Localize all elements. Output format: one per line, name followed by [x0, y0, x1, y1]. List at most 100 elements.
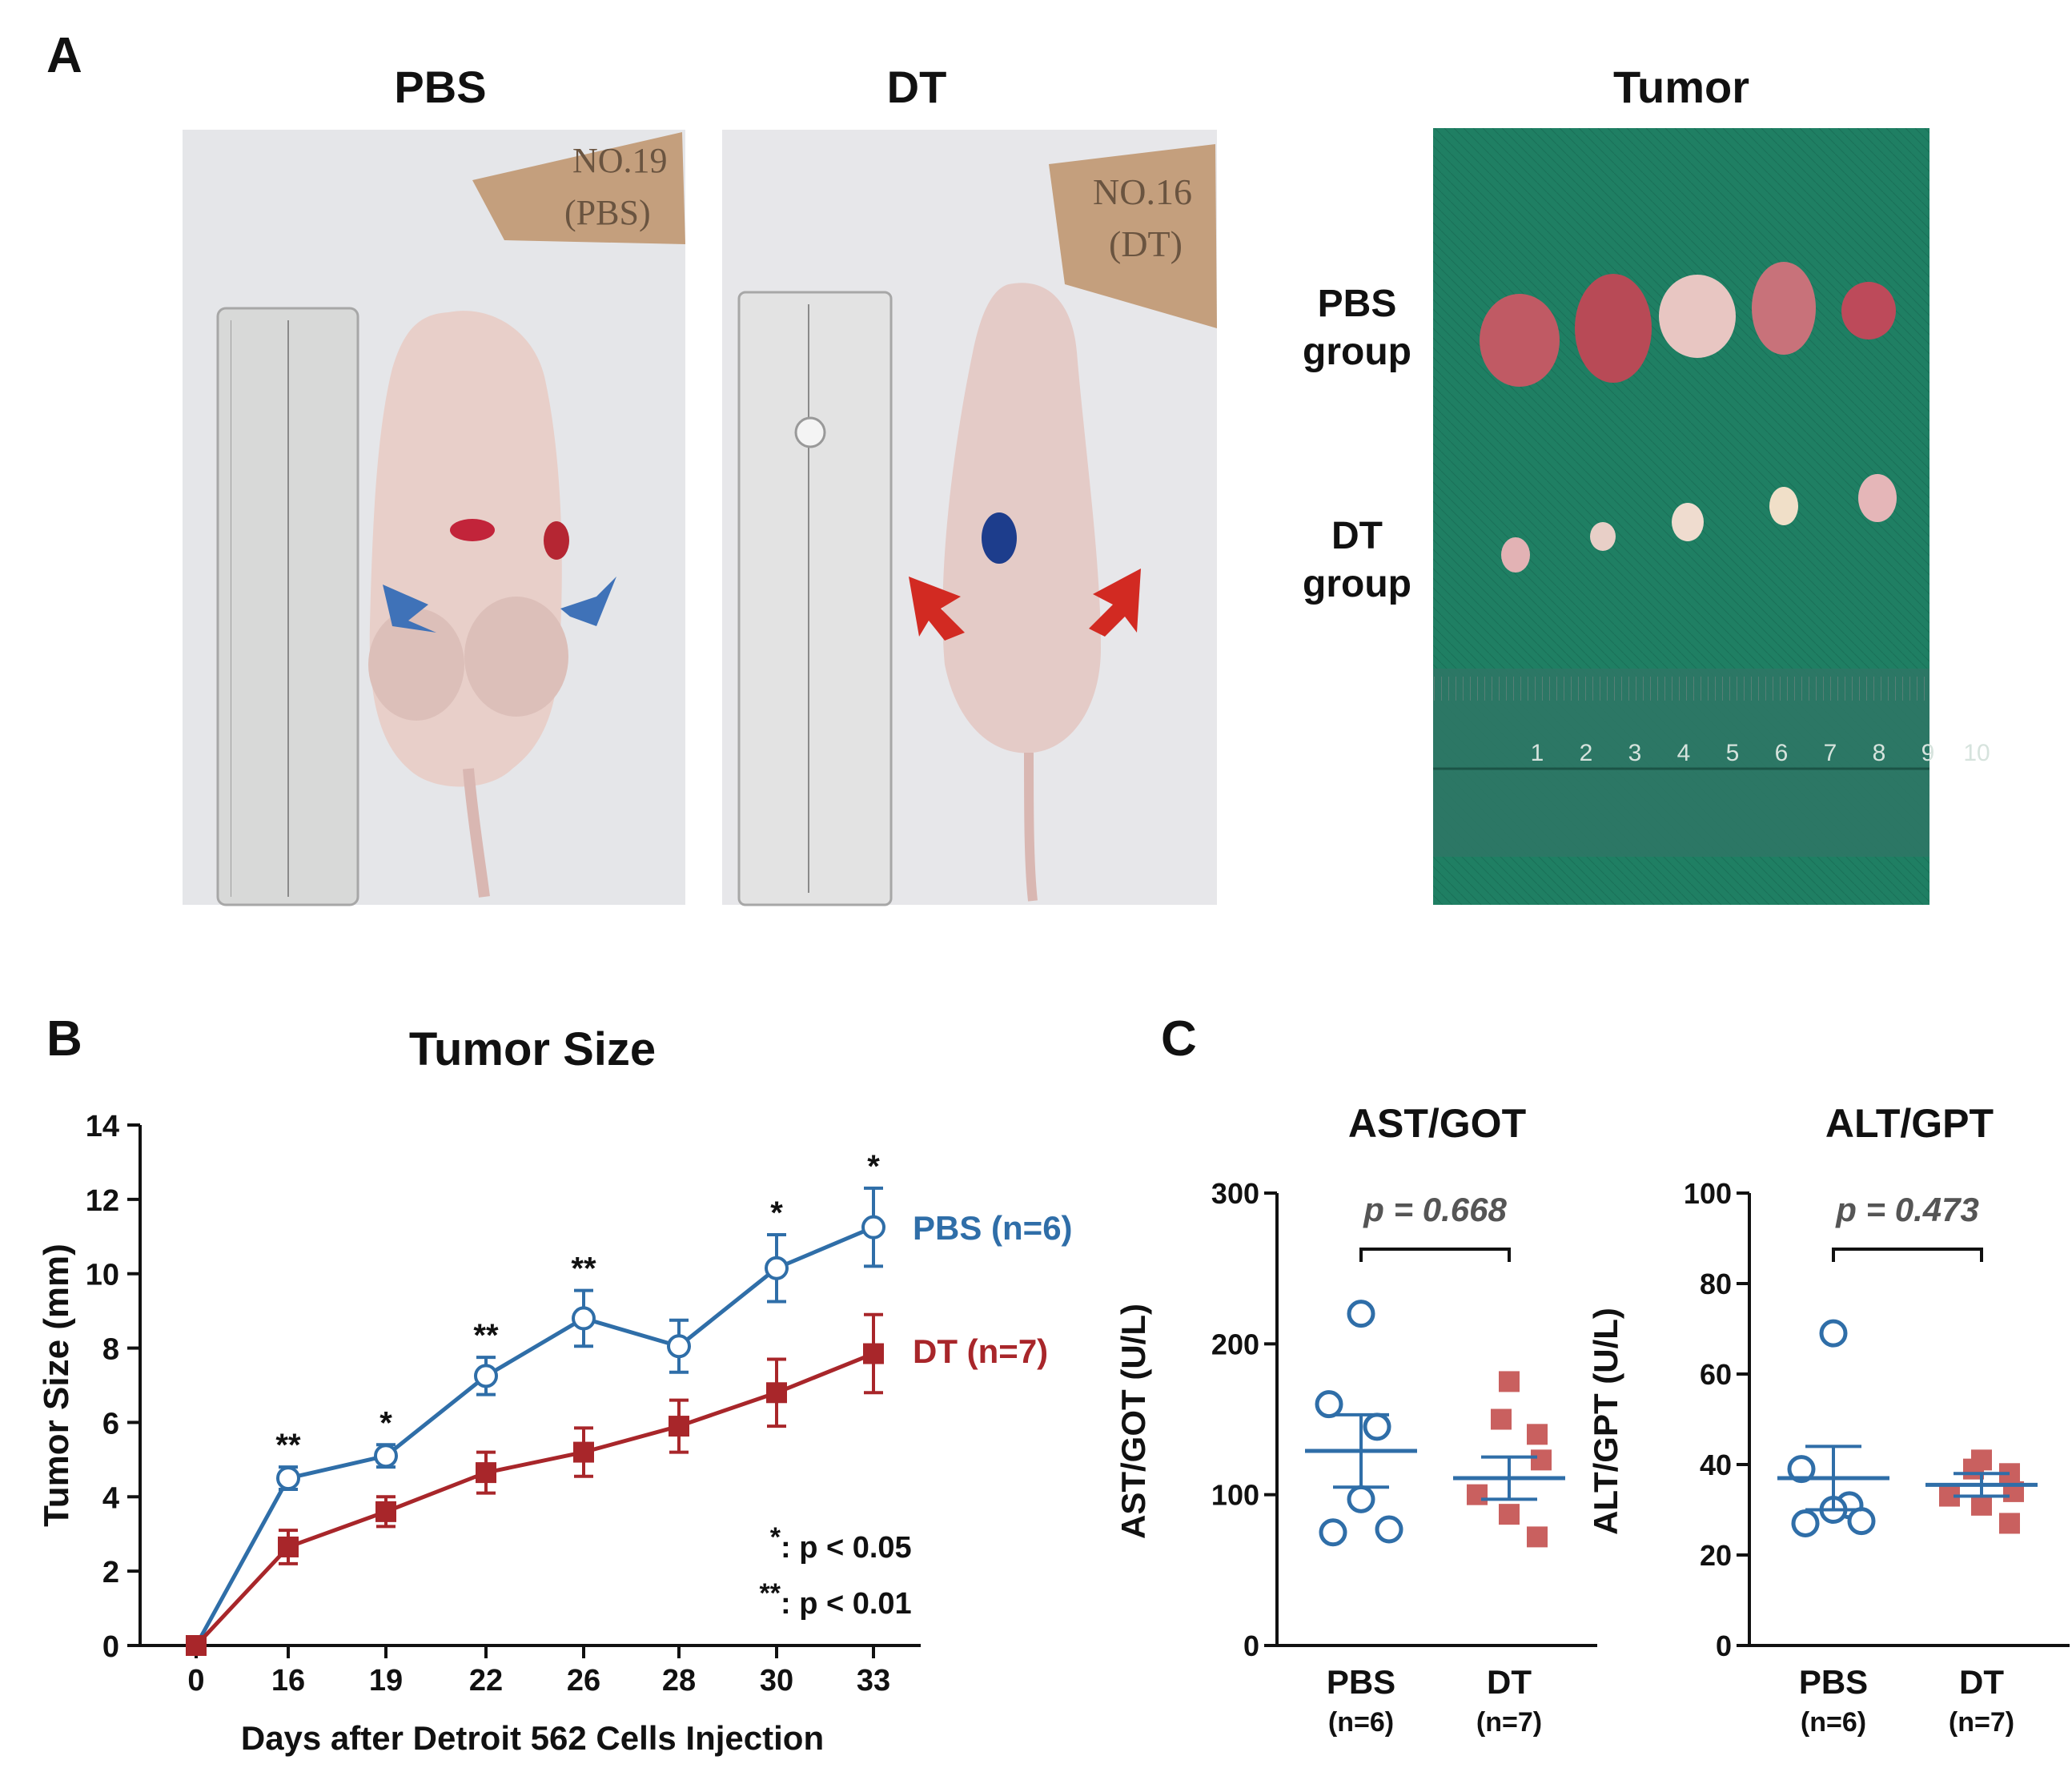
pbs-point	[474, 1364, 498, 1388]
series-line-dt	[195, 1352, 874, 1647]
pbs-point	[1347, 1485, 1375, 1513]
pbs-point	[572, 1306, 596, 1331]
dt-point	[278, 1536, 299, 1557]
pbs-point	[1791, 1509, 1820, 1537]
group-label: PBS	[1327, 1663, 1395, 1701]
y-tick-label: 0	[102, 1630, 119, 1664]
tumor-row-dt-line1: DT	[1331, 515, 1383, 557]
x-tick-label: 16	[271, 1664, 305, 1698]
pbs-point	[861, 1215, 885, 1240]
dt-point	[766, 1382, 787, 1404]
y-tick-label: 6	[102, 1407, 119, 1441]
y-tick-label: 10	[86, 1259, 119, 1292]
y-tick-label: 100	[1211, 1479, 1259, 1512]
dt-point	[1999, 1513, 2020, 1534]
tag-group: (PBS)	[564, 193, 651, 232]
dt-point	[1499, 1504, 1520, 1525]
group-n: (n=6)	[1328, 1707, 1394, 1738]
photo-title-dt: DT	[887, 62, 947, 112]
group-label: DT	[1487, 1663, 1532, 1701]
tag-number: NO.19	[572, 141, 668, 180]
p-value: p = 0.668	[1363, 1191, 1507, 1228]
pbs-point	[1319, 1518, 1347, 1547]
ruler-cm-label: 3	[1628, 740, 1642, 766]
ruler-cm-label: 1	[1531, 740, 1544, 766]
ruler	[737, 291, 893, 906]
y-tick-label: 60	[1700, 1358, 1732, 1391]
ruler	[216, 307, 359, 906]
significance-mark: *	[379, 1405, 392, 1441]
note-stars: *	[770, 1522, 781, 1553]
x-tick-label: 28	[662, 1664, 696, 1698]
dt-point	[1491, 1408, 1512, 1430]
x-tick-label: 26	[567, 1664, 600, 1698]
significance-mark: **	[473, 1318, 499, 1353]
red-arrow-left-icon	[909, 577, 965, 641]
paper-tag	[1049, 144, 1217, 328]
photo-title-tumor: Tumor	[1613, 62, 1749, 112]
chart-title: AST/GOT	[1348, 1101, 1526, 1146]
mouse-body	[909, 283, 1141, 902]
dt-point	[1527, 1526, 1548, 1548]
mouse-body	[368, 311, 616, 898]
significance-mark: *	[867, 1149, 880, 1184]
tumor-row-dt-line2: group	[1303, 563, 1411, 605]
panel-b-label: B	[46, 1011, 82, 1067]
pbs-point	[1847, 1507, 1876, 1536]
group-label: PBS	[1799, 1663, 1868, 1701]
pbs-point	[276, 1466, 300, 1491]
dt-point	[186, 1635, 207, 1656]
p-value: p = 0.473	[1835, 1191, 1979, 1228]
ruler-cm-label: 6	[1775, 740, 1789, 766]
dt-point	[669, 1416, 689, 1437]
y-tick-label: 0	[1243, 1629, 1259, 1662]
y-tick-label: 300	[1211, 1177, 1259, 1210]
ast-got-chart: AST/GOT 0 100 200 300 AST/GOT (U/L) p = 0.668 P…	[1114, 1101, 1597, 1738]
tag-group: (DT)	[1109, 223, 1183, 264]
ruler-cm-label: 9	[1921, 740, 1935, 766]
tag-number: NO.16	[1093, 171, 1192, 212]
y-tick-label: 40	[1700, 1449, 1732, 1481]
pbs-point	[1819, 1319, 1848, 1348]
ruler-cm-label: 4	[1677, 740, 1691, 766]
y-axis-label: AST/GOT (U/L)	[1114, 1304, 1152, 1539]
ruler-cm-label: 2	[1580, 740, 1593, 766]
ruler-cm-label: 10	[1963, 740, 1990, 766]
blue-arrow-right-icon	[560, 577, 616, 626]
dt-point	[863, 1343, 884, 1364]
tumor-row-pbs-line2: group	[1303, 331, 1411, 373]
y-tick-label: 2	[102, 1556, 119, 1589]
dt-point	[1499, 1371, 1520, 1392]
dt-point	[1527, 1424, 1548, 1445]
pbs-point	[1315, 1390, 1343, 1419]
pbs-tumors	[1480, 262, 1896, 387]
chart-title: ALT/GPT	[1825, 1101, 1994, 1146]
dt-point	[1467, 1484, 1488, 1505]
panel-a-label: A	[46, 28, 82, 83]
dt-point	[375, 1501, 396, 1522]
significance-mark: **	[571, 1252, 596, 1287]
y-tick-label: 14	[86, 1110, 119, 1143]
y-tick-label: 100	[1684, 1177, 1732, 1210]
group-n: (n=7)	[1949, 1707, 2014, 1738]
x-axis-label: Days after Detroit 562 Cells Injection	[241, 1719, 824, 1757]
dt-point	[1531, 1449, 1552, 1471]
pbs-point	[667, 1334, 691, 1359]
y-tick-label: 4	[102, 1481, 119, 1515]
legend-pbs: PBS (n=6)	[913, 1209, 1073, 1247]
group-label: DT	[1959, 1663, 2004, 1701]
blue-arrow-left-icon	[383, 585, 436, 633]
pbs-point	[1347, 1300, 1375, 1328]
ruler: 1 2 3 4 5 6 7 8 9 10	[1433, 669, 1990, 857]
note-text: : p < 0.01	[781, 1587, 912, 1621]
tumor-photo: 1 2 3 4 5 6 7 8 9 10	[1433, 128, 1990, 905]
x-tick-label: 19	[369, 1664, 403, 1698]
chart-title: Tumor Size	[409, 1023, 656, 1075]
dt-point	[476, 1462, 496, 1484]
dt-point	[1971, 1494, 1992, 1516]
y-axis-label: Tumor Size (mm)	[37, 1244, 76, 1527]
y-tick-label: 20	[1700, 1539, 1732, 1572]
pbs-mouse-photo: NO.19 (PBS)	[183, 130, 685, 906]
dt-tumors	[1501, 474, 1897, 573]
